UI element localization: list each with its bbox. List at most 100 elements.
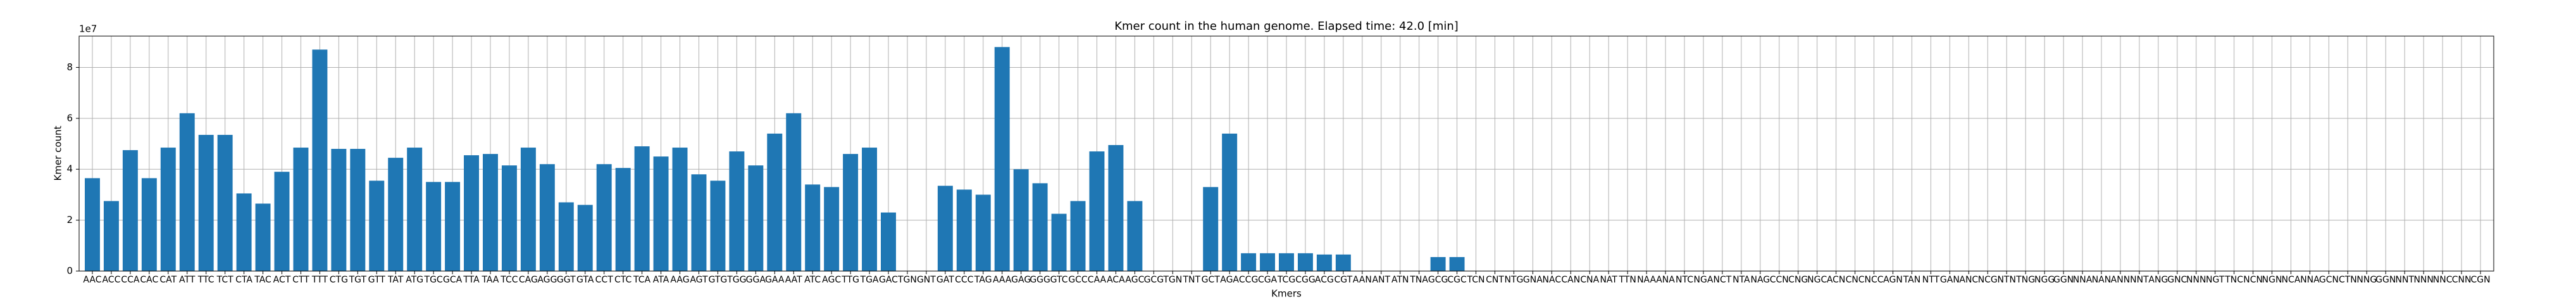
x-tick-label: CTT: [292, 275, 309, 285]
x-tick-label: TGN: [897, 275, 917, 285]
y-tick-label: 8: [66, 61, 73, 73]
x-tick-label: TGG: [726, 275, 746, 285]
x-tick-label: NGG: [2034, 275, 2055, 285]
bar: [1222, 133, 1238, 271]
chart-title: Kmer count in the human genome. Elapsed …: [1114, 20, 1459, 33]
x-tick-label: GGN: [2053, 275, 2074, 285]
x-axis-label: Kmers: [1271, 288, 1302, 300]
x-tick-label: CTC: [614, 275, 632, 285]
x-tick-label: NNA: [2300, 275, 2320, 285]
x-tick-label: CNT: [1486, 275, 1504, 285]
x-tick-label: CNA: [1580, 275, 1599, 285]
bar: [1070, 201, 1086, 271]
bar: [1430, 256, 1446, 271]
x-tick-label: TGC: [424, 275, 443, 285]
x-tick-label: CTA: [235, 275, 252, 285]
bar: [634, 146, 650, 271]
x-tick-label: NCA: [2282, 275, 2301, 285]
x-tick-label: TGT: [349, 275, 367, 285]
y-axis-label: Kmer count: [53, 125, 64, 180]
x-tick-label: ATG: [406, 275, 423, 285]
bar: [293, 148, 309, 271]
x-tick-label: TTT: [311, 275, 328, 285]
x-tick-label: TAC: [254, 275, 271, 285]
bar: [881, 212, 896, 271]
bar: [1335, 254, 1351, 271]
x-tick-label: NCG: [1978, 275, 1998, 285]
bar: [1089, 151, 1105, 271]
x-tick-label: GAT: [936, 275, 954, 285]
bar: [520, 148, 536, 271]
x-tick-label: AGT: [690, 275, 708, 285]
bar: [1260, 253, 1276, 271]
x-tick-label: ATN: [1391, 275, 1409, 285]
x-tick-label: TCC: [500, 275, 518, 285]
x-tick-label: CCT: [595, 275, 614, 285]
x-tick-label: CAG: [519, 275, 538, 285]
x-tick-label: CCA: [121, 275, 140, 285]
x-tick-label: TTN: [1618, 275, 1636, 285]
x-tick-label: NAT: [1600, 275, 1617, 285]
x-tick-label: CAT: [159, 275, 177, 285]
x-tick-label: AGG: [537, 275, 557, 285]
x-tick-label: TAG: [974, 275, 992, 285]
bar: [691, 174, 707, 271]
bar: [1051, 213, 1067, 271]
x-tick-label: ACG: [1315, 275, 1334, 285]
bar: [1108, 145, 1124, 271]
x-tick-label: GTA: [576, 275, 594, 285]
x-tick-label: GCT: [1202, 275, 1221, 285]
x-tick-label: NNC: [2433, 275, 2453, 285]
bar: [198, 134, 214, 271]
bar: [786, 113, 802, 271]
x-tick-label: AGA: [1220, 275, 1239, 285]
x-tick-label: AAT: [785, 275, 802, 285]
bar: [805, 184, 821, 271]
x-tick-label: AAA: [993, 275, 1012, 285]
x-tick-label: ACA: [1107, 275, 1125, 285]
x-tick-label: TAT: [387, 275, 404, 285]
bar: [141, 178, 157, 271]
bar: [615, 168, 631, 271]
x-tick-label: GGA: [746, 275, 766, 285]
bar: [255, 203, 271, 271]
bar: [653, 156, 669, 271]
bar: [710, 180, 726, 271]
x-tick-label: ANA: [1656, 275, 1675, 285]
bar: [843, 154, 859, 271]
x-tick-label: TNC: [2224, 275, 2243, 285]
x-tick-label: CCN: [1770, 275, 1789, 285]
x-tick-label: NNG: [2356, 275, 2377, 285]
x-tick-label: AAC: [83, 275, 101, 285]
x-tick-label: AGC: [822, 275, 841, 285]
bar: [84, 178, 100, 271]
bar: [312, 49, 328, 272]
x-tick-label: TAN: [1903, 275, 1921, 285]
x-tick-label: ANT: [1372, 275, 1390, 285]
bar: [350, 149, 366, 271]
x-tick-label: CAC: [140, 275, 158, 285]
bar: [994, 47, 1010, 271]
x-tick-label: CGG: [1295, 275, 1315, 285]
x-tick-label: CAA: [1088, 275, 1107, 285]
x-tick-label: CNG: [1788, 275, 1808, 285]
bar: [1127, 201, 1143, 271]
bar: [1297, 253, 1313, 271]
x-tick-label: NNA: [2073, 275, 2093, 285]
bar: [160, 148, 176, 271]
bar: [748, 165, 764, 271]
x-tick-label: NAN: [2092, 275, 2112, 285]
x-tick-label: TCN: [1467, 275, 1485, 285]
x-tick-label: ANG: [2148, 275, 2168, 285]
x-tick-label: NAC: [1543, 275, 1562, 285]
bar: [217, 134, 233, 271]
x-tick-label: TGN: [1162, 275, 1182, 285]
x-tick-label: CNC: [1846, 275, 1865, 285]
x-tick-label: ATC: [804, 275, 821, 285]
x-tick-label: AAN: [1353, 275, 1372, 285]
x-tick-label: GCA: [443, 275, 463, 285]
x-tick-label: GGN: [2375, 275, 2396, 285]
x-tick-label: GTG: [709, 275, 728, 285]
bar: [179, 113, 195, 271]
